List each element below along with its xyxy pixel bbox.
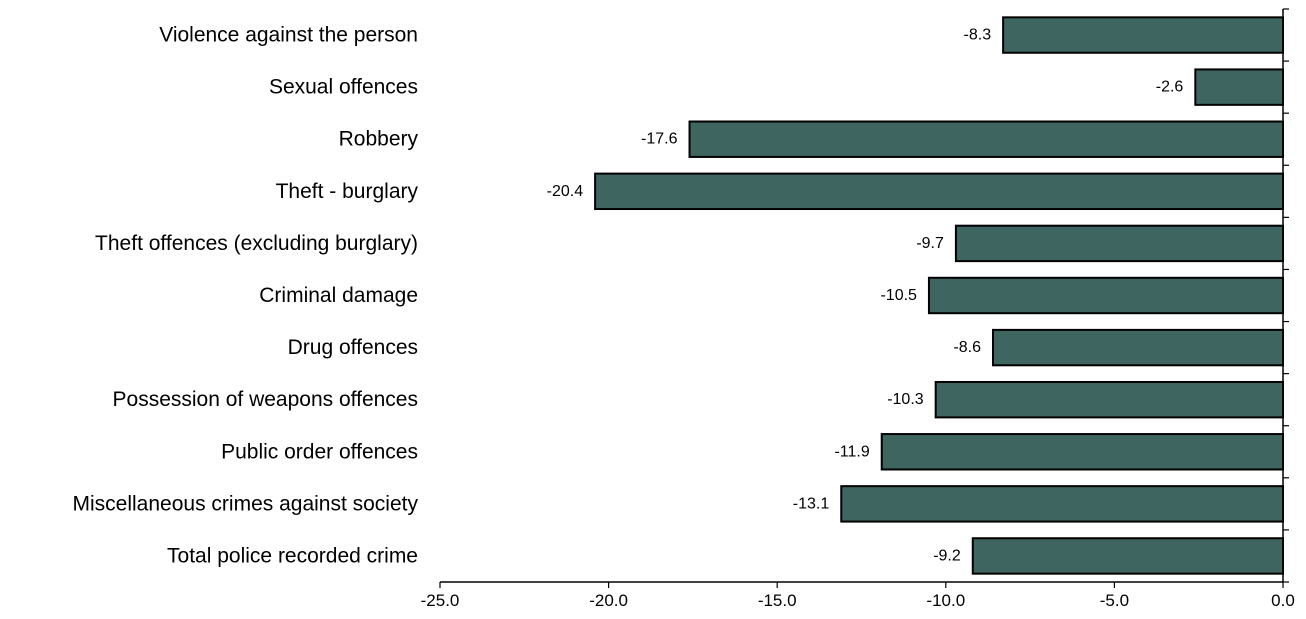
x-tick-label: -15.0 — [758, 591, 797, 610]
category-label: Theft offences (excluding burglary) — [95, 232, 418, 255]
data-label: -20.4 — [547, 183, 584, 200]
bar — [688, 120, 1284, 158]
x-tick-label: -10.0 — [926, 591, 965, 610]
category-label: Miscellaneous crimes against society — [73, 492, 419, 515]
x-tick-label: -20.0 — [589, 591, 628, 610]
value-labels: -8.3 -2.6 -17.6 -20.4 -9.7 -10.5 -8.6 -10.3 -11.… — [547, 27, 1184, 565]
bar — [927, 276, 1284, 315]
bar — [992, 328, 1284, 367]
data-label: -9.2 — [933, 547, 961, 564]
bar — [840, 485, 1284, 523]
x-tick-label: -5.0 — [1100, 591, 1129, 610]
data-label: -17.6 — [641, 131, 678, 148]
bars — [594, 16, 1285, 575]
bar — [594, 172, 1284, 211]
data-label: -8.3 — [964, 27, 992, 44]
category-label: Robbery — [339, 128, 419, 151]
bar — [1002, 16, 1285, 54]
category-label: Criminal damage — [259, 284, 418, 307]
data-label: -2.6 — [1156, 79, 1184, 96]
data-label: -11.9 — [834, 443, 869, 460]
x-tick-label: 0.0 — [1271, 591, 1295, 610]
bar — [954, 224, 1285, 263]
bar — [971, 537, 1284, 575]
data-label: -10.3 — [887, 391, 924, 408]
category-label: Sexual offences — [269, 76, 418, 99]
category-label: Total police recorded crime — [167, 544, 418, 567]
x-tick-label: -25.0 — [421, 591, 460, 610]
bar — [934, 380, 1285, 419]
bar — [1194, 68, 1284, 106]
data-label: -9.7 — [916, 235, 944, 252]
data-label: -8.6 — [953, 339, 981, 356]
bar — [880, 433, 1284, 471]
axes: -25.0 -20.0 -15.0 -10.0 -5.0 0.0 — [421, 8, 1295, 610]
category-label: Possession of weapons offences — [113, 388, 418, 411]
data-label: -13.1 — [793, 495, 830, 512]
data-label: -10.5 — [880, 287, 917, 304]
category-label: Violence against the person — [159, 24, 418, 47]
category-label: Drug offences — [288, 336, 418, 359]
category-label: Theft - burglary — [276, 180, 419, 203]
category-labels: Violence against the person Sexual offenc… — [73, 24, 419, 568]
category-label: Public order offences — [221, 440, 418, 463]
